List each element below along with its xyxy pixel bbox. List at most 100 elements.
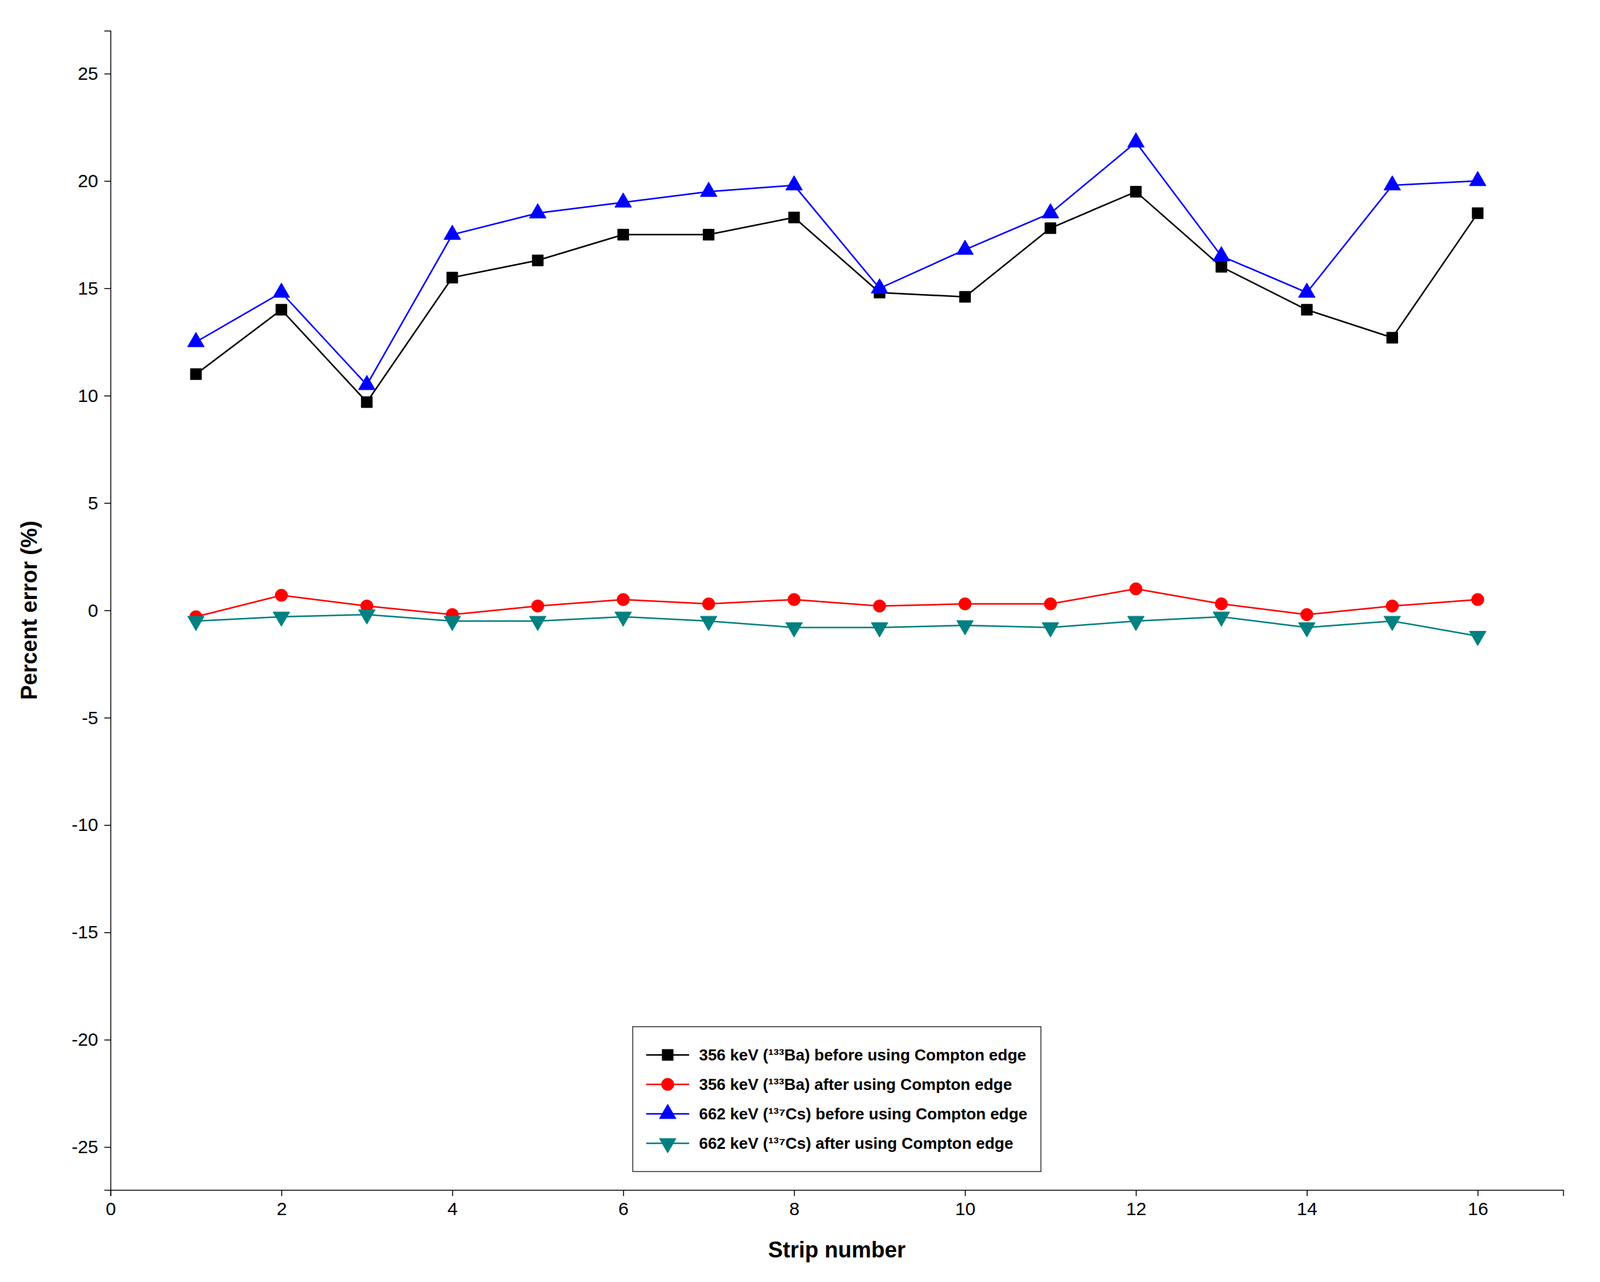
tick: 15 bbox=[77, 278, 111, 299]
tick: 5 bbox=[87, 492, 111, 514]
legend: 356 keV (¹³³Ba) before using Compton edg… bbox=[632, 1026, 1041, 1172]
data-point bbox=[1383, 175, 1401, 191]
tick-label: 10 bbox=[77, 385, 99, 406]
tick: 16 bbox=[1468, 1190, 1489, 1219]
tick: 14 bbox=[1296, 1190, 1318, 1219]
data-point bbox=[273, 282, 290, 298]
tick-label: 12 bbox=[1126, 1198, 1147, 1219]
tick-label: 2 bbox=[276, 1198, 288, 1219]
tick-mark bbox=[1306, 1190, 1308, 1197]
data-point bbox=[1301, 304, 1313, 316]
data-point bbox=[531, 599, 544, 612]
series bbox=[189, 582, 1485, 623]
data-point bbox=[529, 203, 547, 219]
plot: 0246810121416-25-20-15-10-50510152025Str… bbox=[16, 31, 1564, 1264]
data-point bbox=[1469, 171, 1486, 186]
data-point bbox=[873, 599, 886, 612]
legend-item: 356 keV (¹³³Ba) after using Compton edge bbox=[646, 1075, 1013, 1094]
data-point bbox=[1383, 616, 1401, 631]
legend-item: 662 keV (¹³⁷Cs) after using Compton edge bbox=[646, 1134, 1014, 1154]
tick-mark bbox=[104, 932, 111, 934]
series-line bbox=[195, 142, 1478, 385]
chart: 0246810121416-25-20-15-10-50510152025Str… bbox=[0, 0, 1600, 1282]
data-point bbox=[616, 593, 630, 606]
tick-mark bbox=[104, 73, 111, 75]
data-point bbox=[617, 228, 629, 240]
data-point bbox=[700, 182, 717, 198]
tick-mark bbox=[110, 1190, 112, 1197]
tick-label: 16 bbox=[1468, 1198, 1489, 1219]
data-point bbox=[446, 271, 458, 283]
data-point bbox=[1471, 593, 1485, 606]
legend-label: 356 keV (¹³³Ba) before using Compton edg… bbox=[699, 1045, 1027, 1065]
legend-label: 662 keV (¹³⁷Cs) after using Compton edge bbox=[699, 1134, 1014, 1153]
tick-label: -10 bbox=[71, 814, 99, 835]
tick: 12 bbox=[1126, 1190, 1147, 1219]
data-point bbox=[532, 254, 544, 266]
data-point bbox=[956, 239, 974, 255]
data-point bbox=[1130, 185, 1142, 198]
tick-label: 5 bbox=[87, 492, 99, 514]
tick-mark bbox=[104, 288, 111, 290]
tick-label: -5 bbox=[81, 707, 99, 728]
tick-label: 0 bbox=[87, 600, 99, 621]
data-point bbox=[1472, 207, 1484, 219]
y-axis: -25-20-15-10-50510152025 bbox=[71, 31, 112, 1191]
tick-mark bbox=[104, 502, 111, 504]
data-point bbox=[1129, 582, 1143, 595]
data-point bbox=[1127, 132, 1144, 148]
data-point bbox=[1469, 631, 1486, 647]
data-point bbox=[1215, 261, 1227, 273]
data-point bbox=[358, 374, 375, 390]
tick: -5 bbox=[81, 707, 111, 728]
tick: 2 bbox=[276, 1190, 288, 1219]
tick-mark bbox=[622, 1190, 625, 1197]
legend-label: 662 keV (¹³⁷Cs) before using Compton edg… bbox=[699, 1104, 1028, 1124]
data-point bbox=[956, 620, 974, 636]
legend-item: 356 keV (¹³³Ba) before using Compton edg… bbox=[646, 1045, 1027, 1065]
data-point bbox=[1212, 611, 1230, 627]
data-point bbox=[788, 211, 800, 223]
tick-label: -15 bbox=[71, 921, 99, 943]
tick: 10 bbox=[954, 1190, 976, 1219]
legend-frame bbox=[632, 1026, 1041, 1172]
tick-label: 14 bbox=[1296, 1198, 1318, 1219]
series bbox=[190, 185, 1483, 408]
data-point bbox=[443, 616, 461, 631]
tick-mark bbox=[104, 395, 111, 397]
tick: 10 bbox=[77, 385, 111, 406]
data-point bbox=[785, 622, 803, 638]
series bbox=[187, 610, 1487, 647]
data-point bbox=[1045, 222, 1057, 234]
x-axis-title: Strip number bbox=[767, 1237, 906, 1263]
chart-container: 0246810121416-25-20-15-10-50510152025Str… bbox=[0, 0, 1600, 1282]
tick-label: -25 bbox=[71, 1136, 99, 1157]
data-layer bbox=[187, 132, 1487, 646]
tick: 4 bbox=[447, 1190, 458, 1219]
legend-marker bbox=[662, 1049, 674, 1061]
legend-marker bbox=[661, 1078, 674, 1091]
data-point bbox=[1043, 597, 1057, 611]
tick-mark bbox=[1477, 1190, 1480, 1197]
data-point bbox=[871, 622, 889, 638]
data-point bbox=[703, 228, 715, 240]
data-point bbox=[1300, 608, 1313, 621]
tick-mark bbox=[964, 1190, 967, 1197]
data-point bbox=[1042, 203, 1059, 219]
y-axis-title: Percent error (%) bbox=[16, 520, 42, 700]
tick-mark bbox=[104, 181, 111, 183]
tick-mark bbox=[281, 1190, 283, 1197]
data-point bbox=[190, 368, 202, 380]
tick: 6 bbox=[618, 1190, 630, 1219]
data-point bbox=[1298, 282, 1316, 298]
data-point bbox=[871, 278, 889, 294]
data-point bbox=[276, 304, 288, 316]
axis-line bbox=[104, 31, 112, 1191]
data-point bbox=[1385, 599, 1399, 612]
tick-mark bbox=[104, 610, 111, 612]
tick: -15 bbox=[71, 921, 111, 943]
tick-label: 10 bbox=[954, 1198, 976, 1219]
legend-marker bbox=[659, 1104, 676, 1119]
data-point bbox=[1298, 622, 1316, 638]
data-point bbox=[614, 611, 632, 627]
